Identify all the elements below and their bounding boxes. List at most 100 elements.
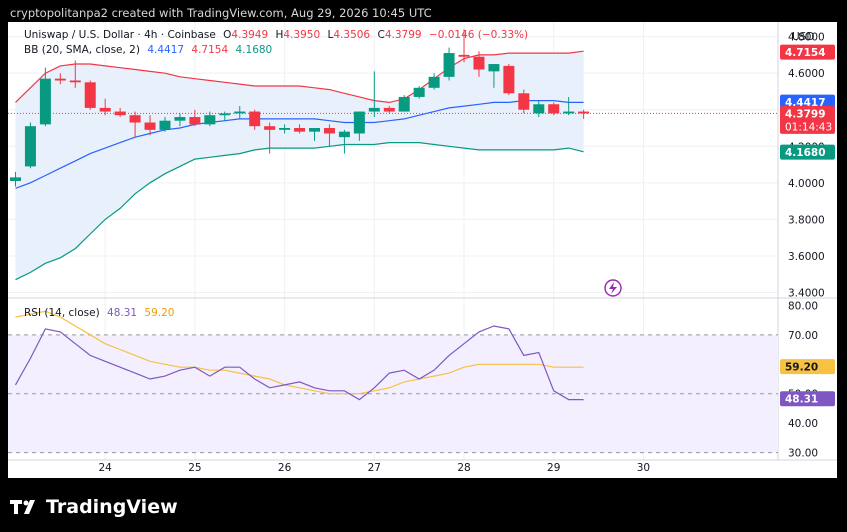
change-value: −0.0146 (−0.33%) <box>428 29 529 41</box>
bb-band-fill <box>15 51 584 280</box>
brand-name: TradingView <box>46 496 178 518</box>
rsi-label-ma-box <box>780 359 835 375</box>
bb-lower-line <box>15 142 584 281</box>
rsi-tick-label: 30.00 <box>788 448 818 460</box>
candle-body <box>174 117 186 121</box>
price-label-upper: 4.7154 <box>785 47 826 59</box>
price-tick-label: 3.8000 <box>788 214 825 226</box>
candle-body <box>338 131 350 138</box>
price-tick-label: 4.0000 <box>788 178 825 190</box>
open-value: 4.3949 <box>231 29 269 41</box>
price-tick-label: 3.4000 <box>788 288 825 300</box>
rsi-tick-label: 80.00 <box>788 300 818 312</box>
candle-body <box>114 111 126 116</box>
time-tick-label: 28 <box>457 462 470 474</box>
candle-body <box>144 122 156 130</box>
tradingview-logo-icon <box>10 500 35 514</box>
candle-body <box>443 53 455 77</box>
bb-label[interactable]: BB (20, SMA, close, 2) <box>24 44 140 56</box>
rsi-tick-label: 40.00 <box>788 418 818 430</box>
rsi-value: 48.31 <box>107 307 138 319</box>
price-tick-label: 3.6000 <box>788 251 825 263</box>
bb-upper-line <box>15 50 584 104</box>
candle-body <box>518 93 530 110</box>
candle-body <box>9 177 21 182</box>
price-tick-label: 4.8000 <box>788 32 825 44</box>
rsi-line <box>14 325 584 401</box>
tradingview-footer[interactable]: TradingView <box>10 496 178 518</box>
close-label: C <box>377 29 385 41</box>
price-legend: Uniswap / U.S. Dollar · 4h · Coinbase O4… <box>24 29 528 41</box>
candle-body <box>189 117 201 125</box>
candle-body <box>219 113 231 116</box>
candle-body <box>24 126 36 167</box>
open-label: O <box>223 29 232 41</box>
candle-body <box>323 128 335 134</box>
time-tick-label: 25 <box>188 462 201 474</box>
candle-body <box>353 111 365 134</box>
candle-body <box>99 107 111 112</box>
candle-body <box>129 115 141 123</box>
candle-body <box>279 128 291 130</box>
time-tick-label: 27 <box>368 462 381 474</box>
candle-body <box>294 128 306 132</box>
bb-legend: BB (20, SMA, close, 2) 4.4417 4.7154 4.1… <box>24 44 272 56</box>
price-tick-label: 4.6000 <box>788 68 825 80</box>
chart-canvas[interactable]: USD4.80004.60004.40004.20004.00003.80003… <box>8 22 837 478</box>
high-value: 4.3950 <box>283 29 321 41</box>
bb-upper-value: 4.7154 <box>191 44 229 56</box>
rsi-label-ma: 59.20 <box>785 362 818 374</box>
bb-basis-line <box>15 100 584 189</box>
bb-lower-value: 4.1680 <box>235 44 273 56</box>
low-label: L <box>327 29 334 41</box>
chart-frame[interactable]: USD4.80004.60004.40004.20004.00003.80003… <box>8 22 837 478</box>
lightning-icon-bolt <box>609 282 617 294</box>
currency-label: USD <box>792 31 814 43</box>
rsi-label[interactable]: RSI (14, close) <box>24 307 100 319</box>
rsi-legend: RSI (14, close) 48.31 59.20 <box>24 307 174 319</box>
candle-body <box>578 111 590 114</box>
price-label-last: 4.3799 <box>785 108 826 120</box>
lightning-icon[interactable] <box>604 279 622 297</box>
candle-body <box>458 54 470 57</box>
price-label-basis-box <box>780 94 835 110</box>
bb-basis-value: 4.4417 <box>147 44 185 56</box>
time-tick-label: 26 <box>278 462 292 474</box>
candle-body <box>398 96 410 112</box>
candle-body <box>159 120 171 130</box>
candle-body <box>368 107 380 112</box>
symbol-title[interactable]: Uniswap / U.S. Dollar · 4h · Coinbase <box>24 29 216 41</box>
candle-body <box>473 56 485 70</box>
chart-credit: cryptopolitanpa2 created with TradingVie… <box>10 6 432 20</box>
candle-body <box>383 107 395 112</box>
time-tick-label: 29 <box>547 462 560 474</box>
candle-body <box>309 128 321 132</box>
candle-body <box>548 104 560 114</box>
candle-body <box>39 78 51 125</box>
price-label-lower: 4.1680 <box>785 147 826 159</box>
candle-body <box>563 111 575 114</box>
candle-body <box>234 111 246 114</box>
rsi-label-rsi-box <box>780 391 835 407</box>
price-label-upper-box <box>780 44 835 60</box>
candle-body <box>428 76 440 88</box>
price-label-last-box <box>780 105 835 134</box>
candle-body <box>264 126 276 130</box>
candle-body <box>204 115 216 125</box>
rsi-tick-label: 70.00 <box>788 330 818 342</box>
candle-body <box>84 82 96 108</box>
candle-body <box>413 87 425 97</box>
price-label-lower-box <box>780 144 835 160</box>
time-tick-label: 24 <box>98 462 112 474</box>
rsi-ma-value: 59.20 <box>144 307 175 319</box>
candle-body <box>533 104 545 114</box>
candle-body <box>54 78 66 81</box>
high-label: H <box>275 29 284 41</box>
time-tick-label: 30 <box>637 462 650 474</box>
candle-body <box>488 64 500 72</box>
rsi-label-rsi: 48.31 <box>785 394 818 406</box>
candle-body <box>249 111 261 127</box>
candle-body <box>69 80 81 83</box>
rsi-ma-line <box>15 310 584 395</box>
low-value: 4.3506 <box>333 29 371 41</box>
